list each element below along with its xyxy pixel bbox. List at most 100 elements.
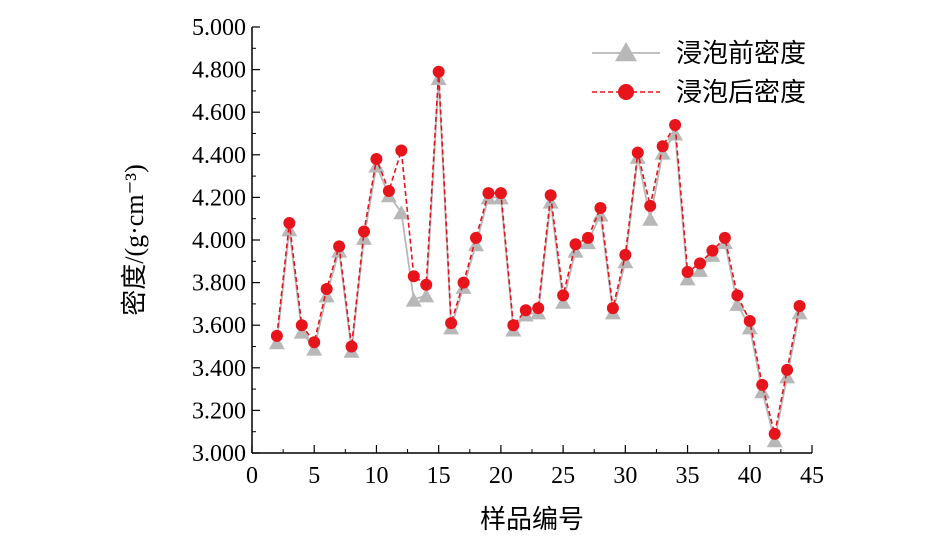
data-point-circle [606,302,619,315]
data-point-circle [557,289,570,302]
legend-marker-triangle [615,42,637,62]
data-point-circle [494,187,507,200]
x-tick-label: 40 [738,463,762,489]
legend-label-before: 浸泡前密度 [676,39,806,68]
data-point-circle [320,282,333,295]
data-point-circle [420,278,433,291]
series-layer [268,65,808,448]
data-point-circle [569,238,582,251]
data-point-triangle [555,294,572,309]
data-point-circle [482,187,495,200]
legend-label-after: 浸泡后密度 [676,78,806,107]
x-axis-title: 样品编号 [480,505,584,534]
data-point-triangle [642,211,659,226]
data-point-circle [382,185,395,198]
data-point-circle [358,225,370,238]
data-point-circle [656,140,669,153]
data-point-triangle [306,341,323,356]
data-point-triangle [754,384,771,399]
data-point-triangle [729,296,746,311]
data-point-triangle [468,237,484,252]
data-point-triangle [567,243,584,258]
series-before [268,71,808,448]
data-point-triangle [318,288,335,303]
data-point-circle [669,118,682,131]
y-tick-label: 4.400 [192,143,246,169]
data-point-circle [631,146,644,159]
data-point-circle [445,317,458,330]
data-point-triangle [418,288,435,303]
y-tick-label: 3.000 [192,441,246,467]
data-point-circle [768,427,781,440]
x-tick-label: 15 [427,463,451,489]
data-point-triangle [679,271,696,286]
x-tick-label: 30 [613,463,637,489]
data-point-circle [457,276,470,289]
data-point-circle [718,231,731,244]
legend: 浸泡前密度 浸泡后密度 [592,39,806,107]
data-point-triangle [368,158,385,173]
y-tick-label: 4.800 [192,58,246,84]
data-point-circle [731,289,744,302]
data-point-triangle [779,369,796,384]
x-tick-label: 35 [676,463,700,489]
data-point-circle [519,304,532,317]
data-point-circle [743,314,756,327]
data-point-triangle [405,292,422,307]
x-tick-label: 20 [489,463,513,489]
series-after [270,65,806,440]
x-tick-label: 25 [551,463,575,489]
data-point-circle [781,363,794,376]
data-point-circle [507,319,520,332]
data-point-triangle [692,262,708,277]
data-point-circle [295,319,308,332]
x-tick-label: 10 [364,463,388,489]
data-point-circle [470,231,482,244]
x-tick-label: 45 [800,463,824,489]
data-point-circle [756,378,769,391]
y-tick-label: 3.400 [192,356,246,382]
y-axis-title: 密度/(g·cm⁻³) [120,164,149,315]
legend-marker-circle [618,84,634,100]
data-point-circle [345,340,358,353]
data-point-triangle [654,145,671,160]
data-point-circle [544,189,557,202]
data-point-circle [619,248,632,261]
series-line [275,78,801,441]
data-point-triangle [393,205,410,220]
data-point-triangle [667,126,684,141]
y-tick-label: 3.600 [192,313,246,339]
y-tick-label: 4.000 [192,228,246,254]
y-tick-label: 4.600 [192,100,246,126]
data-point-triangle [617,254,634,269]
x-tick-label: 0 [246,463,258,489]
y-tick-label: 4.200 [192,185,246,211]
data-point-triangle [293,324,310,339]
data-point-triangle [791,305,808,320]
series-line [276,71,801,435]
data-point-circle [283,216,296,229]
data-point-circle [407,270,420,283]
data-point-circle [706,244,719,257]
x-tick-label: 5 [308,463,320,489]
data-point-circle [308,336,321,349]
y-tick-label: 3.800 [192,271,246,297]
data-point-circle [532,302,545,315]
data-point-circle [644,199,657,212]
data-point-triangle [766,433,783,448]
data-point-circle [270,329,283,342]
y-tick-label: 5.000 [192,15,246,41]
data-point-circle [793,300,806,313]
data-point-circle [694,257,706,270]
data-point-triangle [268,335,285,350]
data-point-triangle [741,320,758,335]
data-point-circle [681,265,694,278]
axes: 3.000 3.200 3.400 3.600 3.800 4.000 4.200 4.400… [192,15,824,489]
data-point-circle [370,153,383,166]
data-point-circle [594,202,607,215]
data-point-circle [333,240,346,253]
data-point-circle [582,231,594,244]
data-point-circle [395,144,408,157]
y-tick-label: 3.200 [192,398,246,424]
